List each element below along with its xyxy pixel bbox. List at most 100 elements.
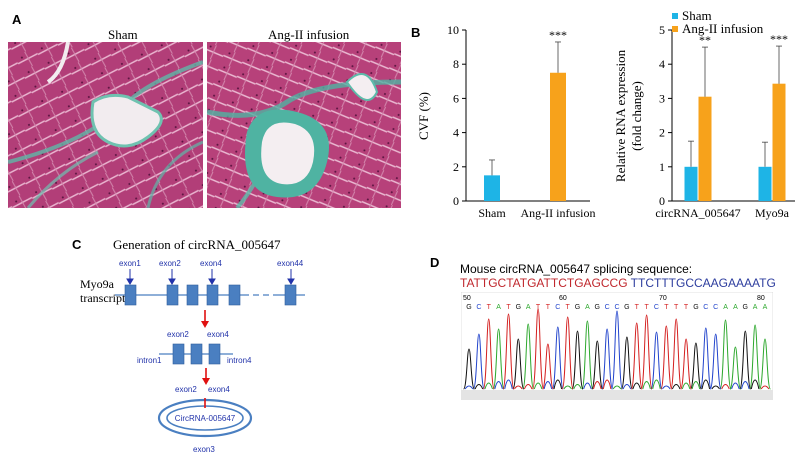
base-call: T	[664, 304, 669, 311]
panel-a-letter: A	[12, 12, 22, 27]
trace-G	[463, 330, 760, 390]
sequence-downstream: TTCTTTGCCAAGAAAATG	[627, 276, 776, 290]
base-call: A	[723, 304, 728, 311]
exon3-label: exon3	[193, 445, 215, 454]
panel-c-title: Generation of circRNA_005647	[113, 237, 281, 252]
sham-histology-image	[8, 42, 203, 208]
rna-bar	[698, 96, 712, 201]
base-call: C	[703, 304, 708, 311]
rna-category-label: circRNA_005647	[655, 206, 740, 220]
cvf-y-tick-label: 6	[453, 91, 459, 105]
cvf-bar	[484, 175, 500, 201]
ang-histology-image	[207, 42, 401, 208]
base-call: G	[693, 304, 698, 311]
rna-category-label: Myo9a	[755, 206, 790, 220]
legend-ang-label: Ang-II infusion	[682, 21, 764, 36]
circrna-label: CircRNA-005647	[175, 414, 236, 423]
rna-y-tick-label: 3	[659, 91, 665, 105]
rna-bar	[772, 83, 786, 201]
base-call: T	[546, 304, 551, 311]
intron1-label: intron1	[137, 356, 162, 365]
base-call: T	[674, 304, 679, 311]
base-call: G	[595, 304, 600, 311]
exon-pointer-arrows	[126, 269, 295, 285]
circrna-diagram: Myo9a transcript exon1 exon2 exon4 exon4…	[80, 259, 305, 454]
rna-significance: ***	[770, 32, 788, 46]
base-call: T	[644, 304, 649, 311]
rna-y-label-2: (fold change)	[629, 81, 644, 151]
base-call: C	[605, 304, 610, 311]
panel-d-letter: D	[430, 255, 440, 270]
transcript-label-2: transcript	[80, 291, 126, 305]
cvf-significance: ***	[549, 28, 567, 42]
transcript-label-1: Myo9a	[80, 277, 115, 291]
mid-exon4-label: exon4	[207, 330, 229, 339]
rna-bar	[684, 166, 698, 201]
exon4-label: exon4	[200, 259, 222, 268]
rna-y-tick-label: 2	[659, 126, 665, 140]
panel-d-title: Mouse circRNA_005647 splicing sequence:	[460, 262, 693, 276]
base-call: G	[624, 304, 629, 311]
base-call: T	[487, 304, 492, 311]
base-call: A	[733, 304, 738, 311]
base-call: C	[555, 304, 560, 311]
base-call: G	[466, 304, 471, 311]
base-call: T	[536, 304, 541, 311]
ang-image-label: Ang-II infusion	[268, 27, 350, 42]
base-call: G	[743, 304, 748, 311]
legend-ang-swatch	[672, 26, 678, 32]
base-call: C	[654, 304, 659, 311]
cvf-bar	[550, 72, 566, 201]
legend-sham-swatch	[672, 13, 678, 19]
trace-C	[464, 310, 750, 390]
cvf-y-tick-label: 2	[453, 160, 459, 174]
base-call: A	[526, 304, 531, 311]
rna-bar	[758, 166, 772, 201]
cvf-category-label: Ang-II infusion	[521, 206, 596, 220]
panel-b-charts: 0 2 4 6 8 10 Sham *** Ang-II infusion CVF (%) 0…	[416, 8, 795, 220]
rna-y-label: Relative RNA expression	[613, 49, 628, 182]
bottom-exon4-label: exon4	[208, 385, 230, 394]
base-call: A	[496, 304, 501, 311]
base-call: A	[753, 304, 758, 311]
panel-c-letter: C	[72, 237, 82, 252]
base-call: T	[684, 304, 689, 311]
rna-significance: **	[699, 33, 711, 47]
exon1-label: exon1	[119, 259, 141, 268]
chromatogram-baseline-bar	[461, 390, 773, 400]
pre-mrna-exons	[172, 343, 221, 365]
pos-50-label: 50	[463, 295, 471, 302]
rna-y-tick-label: 0	[659, 194, 665, 208]
pos-80-label: 80	[757, 295, 765, 302]
intron4-label: intron4	[227, 356, 252, 365]
cvf-y-tick-label: 8	[453, 57, 459, 71]
base-call: T	[566, 304, 571, 311]
exon44-label: exon44	[277, 259, 304, 268]
base-call: C	[476, 304, 481, 311]
rna-y-tick-label: 4	[659, 57, 665, 71]
base-call: C	[713, 304, 718, 311]
cvf-category-label: Sham	[478, 206, 506, 220]
base-call: A	[585, 304, 590, 311]
rna-y-tick-label: 1	[659, 160, 665, 174]
legend-sham-label: Sham	[682, 8, 712, 23]
cvf-y-tick-label: 0	[453, 194, 459, 208]
base-call: C	[614, 304, 619, 311]
bottom-exon2-label: exon2	[175, 385, 197, 394]
sequence-upstream: TATTGCTATGATTCTGAGCCG	[460, 276, 628, 290]
cvf-y-label: CVF (%)	[416, 92, 431, 140]
rna-y-tick-label: 5	[659, 23, 665, 37]
base-call: G	[575, 304, 580, 311]
cvf-y-tick-label: 10	[447, 23, 459, 37]
mid-exon2-label: exon2	[167, 330, 189, 339]
base-call: A	[763, 304, 768, 311]
transcript-exons	[124, 284, 297, 306]
base-call: G	[516, 304, 521, 311]
trace-A	[484, 319, 771, 390]
pos-70-label: 70	[659, 295, 667, 302]
panel-b-letter: B	[411, 25, 421, 40]
trace-T	[482, 308, 770, 390]
cvf-y-tick-label: 4	[453, 126, 459, 140]
sham-image-label: Sham	[108, 27, 138, 42]
base-call: T	[506, 304, 511, 311]
